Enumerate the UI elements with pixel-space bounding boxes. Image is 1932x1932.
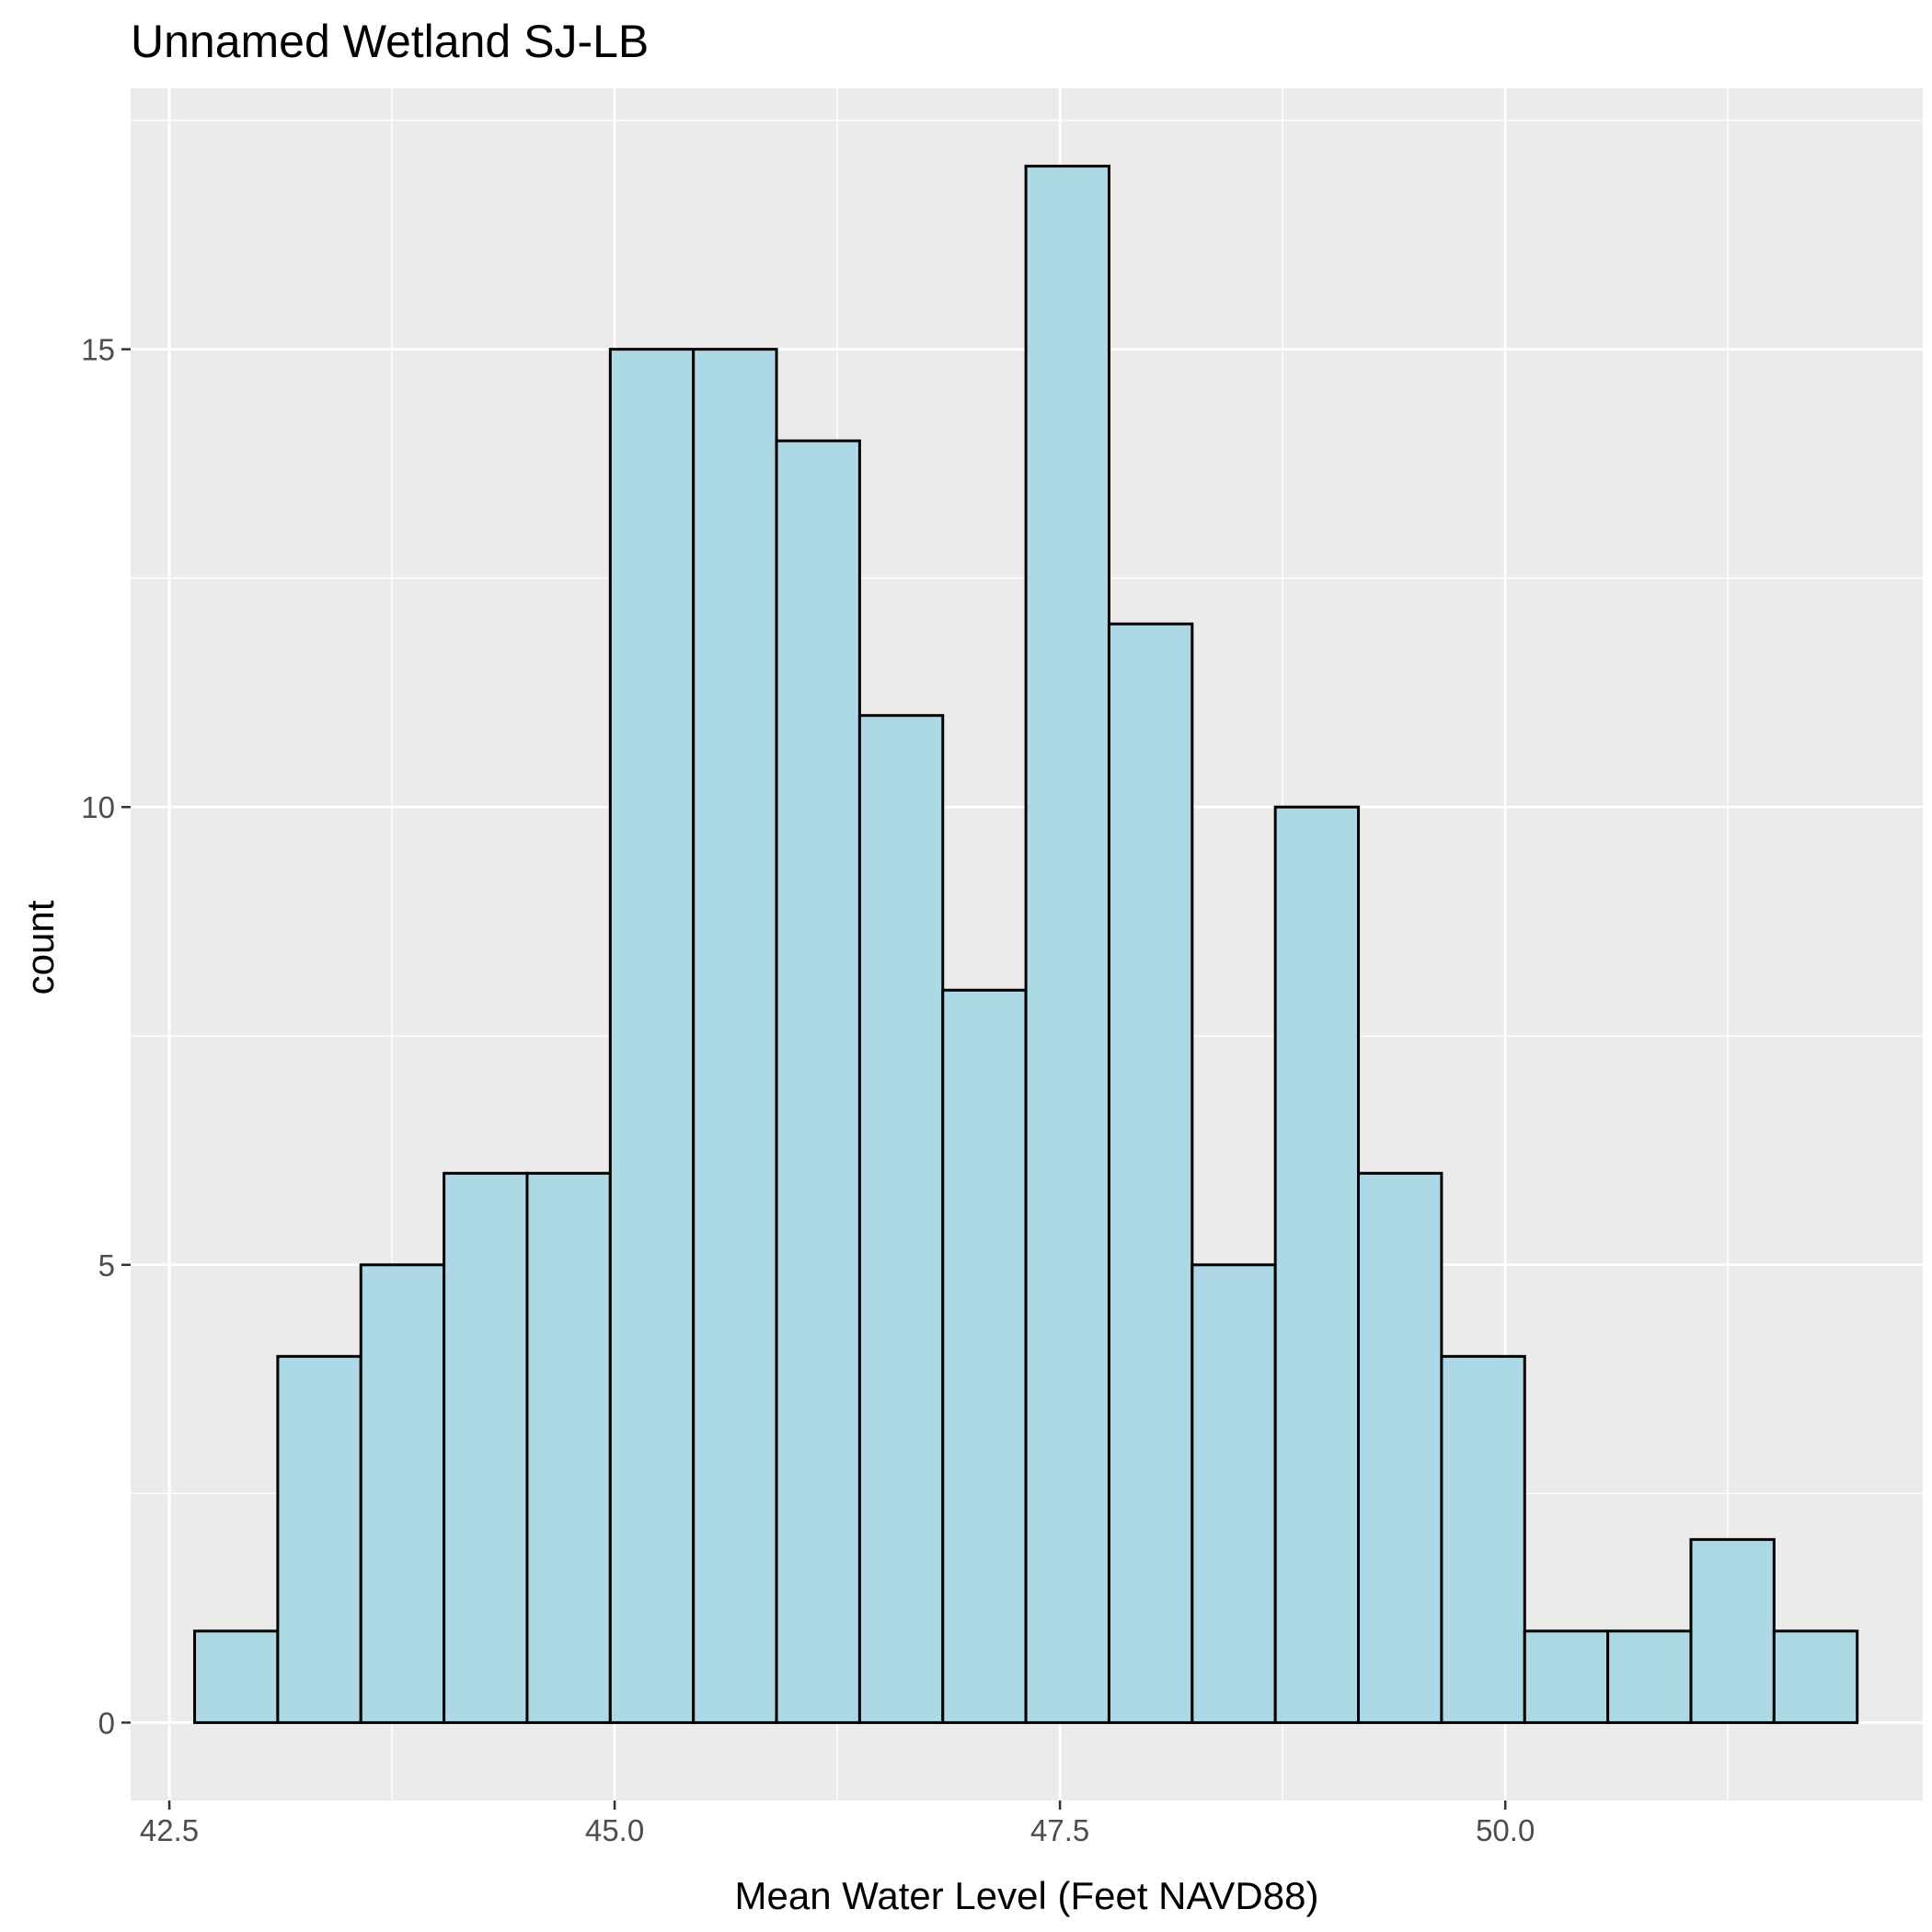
- histogram-bar: [857, 714, 945, 1724]
- histogram-bar: [276, 1354, 362, 1724]
- histogram-bar: [193, 1629, 280, 1724]
- histogram-bar: [608, 348, 696, 1724]
- histogram-bar: [1357, 1171, 1443, 1724]
- histogram-bar: [443, 1171, 529, 1724]
- histogram-bar: [525, 1171, 612, 1724]
- histogram-bar: [1273, 805, 1361, 1724]
- histogram-bar: [775, 439, 861, 1724]
- x-tick-label: 50.0: [1476, 1813, 1535, 1847]
- histogram-bars: [193, 165, 1859, 1724]
- x-axis: 42.5 45.0 47.5 50.0: [140, 1800, 1535, 1847]
- histogram-bar: [1772, 1629, 1859, 1724]
- histogram-bar: [941, 988, 1028, 1724]
- histogram-bar: [1523, 1629, 1610, 1724]
- histogram-bar: [359, 1263, 446, 1724]
- x-axis-title: Mean Water Level (Feet NAVD88): [735, 1874, 1319, 1917]
- y-tick-label: 5: [98, 1248, 115, 1282]
- chart-title: Unnamed Wetland SJ-LB: [131, 16, 649, 67]
- x-tick-label: 45.0: [585, 1813, 644, 1847]
- y-axis: 0 5 10 15: [81, 333, 131, 1740]
- histogram-bar: [1606, 1629, 1693, 1724]
- y-tick-label: 15: [81, 333, 115, 367]
- x-tick-label: 42.5: [140, 1813, 199, 1847]
- histogram-bar: [692, 348, 778, 1724]
- x-tick-label: 47.5: [1030, 1813, 1089, 1847]
- y-axis-title: count: [18, 900, 62, 995]
- y-tick-label: 0: [98, 1706, 115, 1740]
- histogram-bar: [1689, 1537, 1776, 1724]
- histogram-bar: [1107, 622, 1194, 1724]
- histogram-bar: [1440, 1354, 1526, 1724]
- histogram-bar: [1024, 165, 1110, 1724]
- histogram-bar: [1190, 1263, 1277, 1724]
- y-tick-label: 10: [81, 790, 115, 824]
